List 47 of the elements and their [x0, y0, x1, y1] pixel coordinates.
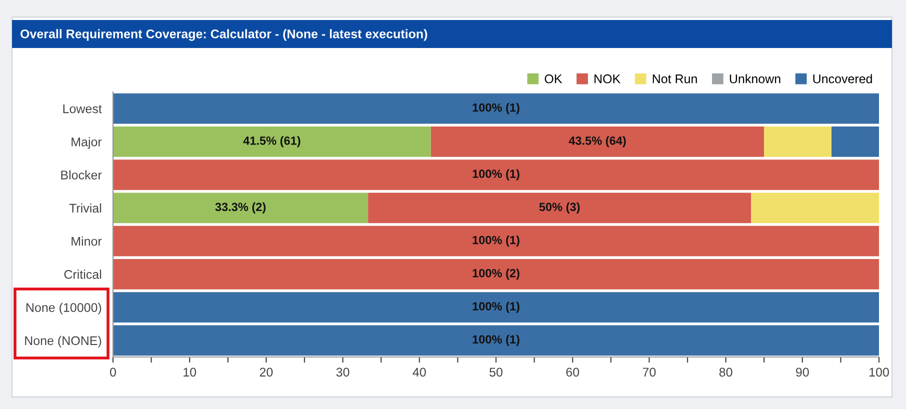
y-tick-label: Trivial [69, 203, 102, 213]
data-label: 100% (1) [472, 236, 520, 247]
x-tick-label: 40 [412, 368, 426, 377]
x-tick-label: 30 [336, 368, 350, 377]
bar [113, 226, 879, 256]
bar [113, 93, 879, 124]
legend-label: OK [544, 74, 562, 84]
x-tick-label: 0 [110, 368, 116, 377]
legend-label: Uncovered [813, 74, 872, 84]
data-label: 100% (1) [472, 169, 520, 180]
y-tick-label: Lowest [63, 104, 102, 114]
data-label: 100% (1) [472, 334, 520, 346]
legend-label: NOK [594, 74, 620, 84]
x-tick-label: 70 [642, 368, 656, 377]
x-tick-label: 20 [260, 368, 273, 377]
bar [113, 292, 879, 323]
x-tick-label: 80 [719, 368, 732, 377]
legend-label: Not Run [652, 74, 697, 84]
bar [368, 192, 752, 224]
data-label: 41.5% (61) [243, 136, 300, 148]
y-tick-label: None (10000) [26, 302, 102, 314]
x-tick-label: 90 [796, 368, 809, 377]
y-tick-label: Minor [72, 236, 102, 246]
bar [764, 126, 832, 157]
bar [832, 126, 879, 157]
x-tick-label: 60 [566, 368, 580, 377]
bar [113, 258, 879, 290]
data-label: 50% (3) [539, 202, 580, 214]
data-label: 100% (2) [472, 268, 520, 280]
x-tick-label: 100 [870, 368, 889, 377]
data-label: 100% (1) [472, 302, 520, 313]
data-label: 100% (1) [472, 103, 520, 114]
bar [113, 192, 368, 224]
legend-label: Unknown [730, 74, 780, 84]
y-tick-label: Critical [64, 270, 102, 279]
x-tick-label: 10 [184, 368, 196, 377]
y-tick-label: None (NONE) [25, 336, 102, 348]
bar [113, 126, 431, 157]
data-label: 43.5% (64) [568, 136, 626, 148]
y-tick-label: Major [72, 137, 102, 149]
bar [751, 192, 879, 224]
chart-title: Overall Requirement Coverage: Calculator - (None - latest execution) [20, 29, 428, 41]
bar [113, 160, 879, 190]
bar [430, 126, 764, 157]
y-tick-label: Blocker [61, 170, 102, 180]
data-label: 33.3% (2) [215, 202, 266, 214]
x-tick-label: 50 [490, 368, 502, 377]
